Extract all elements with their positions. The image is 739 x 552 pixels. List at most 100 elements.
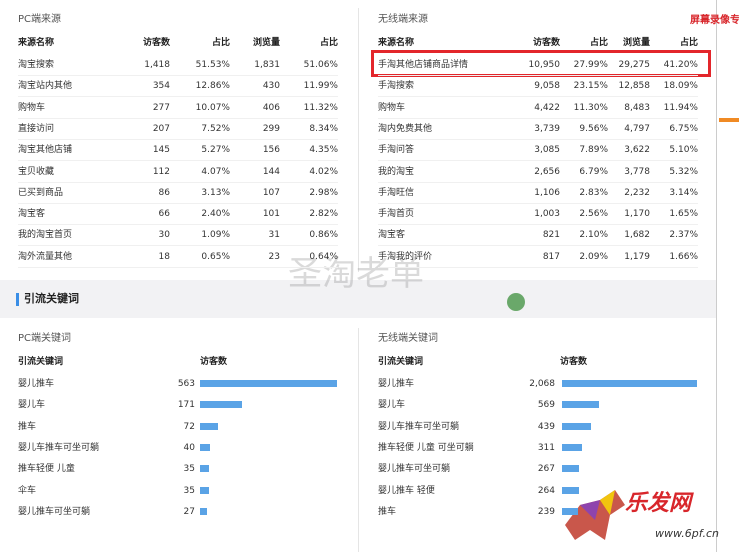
visitor-count: 264	[537, 485, 555, 496]
column-header: 浏览量	[622, 38, 650, 48]
visitor-count: 569	[537, 400, 555, 411]
cell-value: 4.02%	[309, 166, 338, 177]
cell-value: 112	[152, 166, 170, 177]
column-header: 访客数	[200, 357, 228, 367]
keyword: 婴儿推车 轻便	[378, 485, 435, 496]
section-marker	[16, 293, 19, 306]
cell-value: 1,418	[144, 60, 170, 70]
cell-value: 9,058	[534, 81, 560, 92]
cell-value: 1,831	[254, 60, 280, 70]
column-header: 访客数	[142, 38, 170, 48]
row-separator	[18, 245, 338, 247]
cell-value: 3.13%	[201, 187, 230, 198]
cell-value: 10,950	[528, 60, 561, 70]
visitor-count: 27	[183, 506, 195, 517]
column-header: 访客数	[532, 38, 560, 48]
keyword: 推车轻便 儿童 可坐可躺	[378, 442, 474, 453]
logo-brand: 乐发网	[625, 490, 692, 516]
cell-value: 1.66%	[669, 251, 698, 262]
cell-name: 淘内免费其他	[378, 123, 433, 134]
row-separator	[18, 202, 338, 204]
cell-name: 我的淘宝	[378, 166, 415, 177]
row-separator	[378, 224, 698, 226]
cell-value: 1.09%	[201, 230, 230, 241]
bar	[562, 443, 583, 451]
row-separator	[378, 160, 698, 162]
cell-value: 3,085	[534, 145, 560, 156]
cell-name: 淘外流量其他	[18, 251, 73, 262]
cell-value: 29,275	[618, 60, 651, 70]
cell-value: 23.15%	[573, 81, 608, 92]
cell-value: 5.10%	[669, 145, 698, 156]
column-header: 占比	[211, 38, 230, 48]
keyword: 推车	[378, 506, 397, 517]
cell-name: 手淘我的评价	[378, 251, 433, 262]
column-header: 访客数	[560, 357, 588, 367]
keyword: 婴儿推车	[378, 379, 415, 389]
cell-value: 1,179	[624, 251, 650, 262]
cell-value: 354	[152, 81, 170, 92]
cell-value: 2.82%	[309, 209, 338, 220]
cell-value: 23	[268, 251, 280, 262]
row-separator	[18, 181, 338, 183]
cell-name: 宝贝收藏	[18, 166, 55, 177]
cell-value: 1,682	[624, 230, 650, 241]
cell-value: 3,622	[624, 145, 650, 156]
cell-name: 淘宝客	[378, 230, 406, 241]
bar	[200, 401, 242, 409]
row-separator	[18, 117, 338, 119]
cell-value: 277	[152, 102, 170, 113]
cell-value: 4,422	[534, 102, 560, 113]
cell-name: 淘宝站内其他	[18, 81, 73, 92]
bar	[200, 422, 218, 430]
cell-value: 2,232	[624, 187, 650, 198]
column-header: 来源名称	[18, 38, 55, 48]
keyword: 婴儿车	[378, 400, 406, 411]
section-band	[0, 280, 716, 318]
bar	[562, 422, 591, 430]
divider	[358, 8, 359, 272]
cell-value: 10.07%	[195, 102, 230, 113]
row-separator	[18, 75, 338, 76]
cell-value: 2,656	[534, 166, 560, 177]
cell-value: 8,483	[624, 102, 650, 113]
column-header: 引流关键词	[18, 357, 64, 367]
cell-value: 3,739	[534, 123, 560, 134]
cell-value: 9.56%	[579, 123, 608, 134]
divider	[358, 328, 359, 552]
keyword: 婴儿推车可坐可躺	[378, 464, 451, 475]
bar	[200, 486, 209, 494]
side-marker	[719, 118, 739, 122]
visitor-count: 35	[183, 464, 195, 475]
keyword: 婴儿车推车可坐可躺	[18, 442, 100, 453]
cell-value: 207	[152, 123, 170, 134]
visitor-count: 267	[537, 464, 555, 475]
cell-value: 0.65%	[201, 251, 230, 262]
cell-value: 107	[262, 187, 280, 198]
cell-name: 手淘其他店铺商品详情	[378, 60, 469, 70]
cell-value: 51.06%	[303, 60, 338, 70]
cell-value: 7.89%	[579, 145, 608, 156]
cell-value: 821	[542, 230, 560, 241]
cell-name: 手淘问答	[378, 145, 415, 156]
keyword: 伞车	[18, 485, 37, 496]
cell-value: 0.64%	[309, 251, 338, 262]
cell-value: 2.09%	[579, 251, 608, 262]
bar	[200, 507, 207, 515]
cell-value: 12.86%	[195, 81, 230, 92]
cell-value: 3,778	[624, 166, 650, 177]
column-header: 占比	[319, 38, 338, 48]
visitor-count: 72	[183, 421, 195, 432]
cell-value: 1,106	[534, 187, 560, 198]
keyword: 推车	[18, 421, 37, 432]
row-separator	[18, 96, 338, 98]
cell-name: 手淘旺信	[378, 187, 415, 198]
cell-value: 5.27%	[201, 145, 230, 156]
cell-name: 已买到商品	[18, 187, 64, 198]
table-title: PC端关键词	[18, 333, 72, 344]
column-header: 来源名称	[378, 38, 415, 48]
cell-name: 直接访问	[18, 123, 55, 134]
bar	[562, 465, 580, 473]
cell-value: 11.32%	[303, 102, 338, 113]
